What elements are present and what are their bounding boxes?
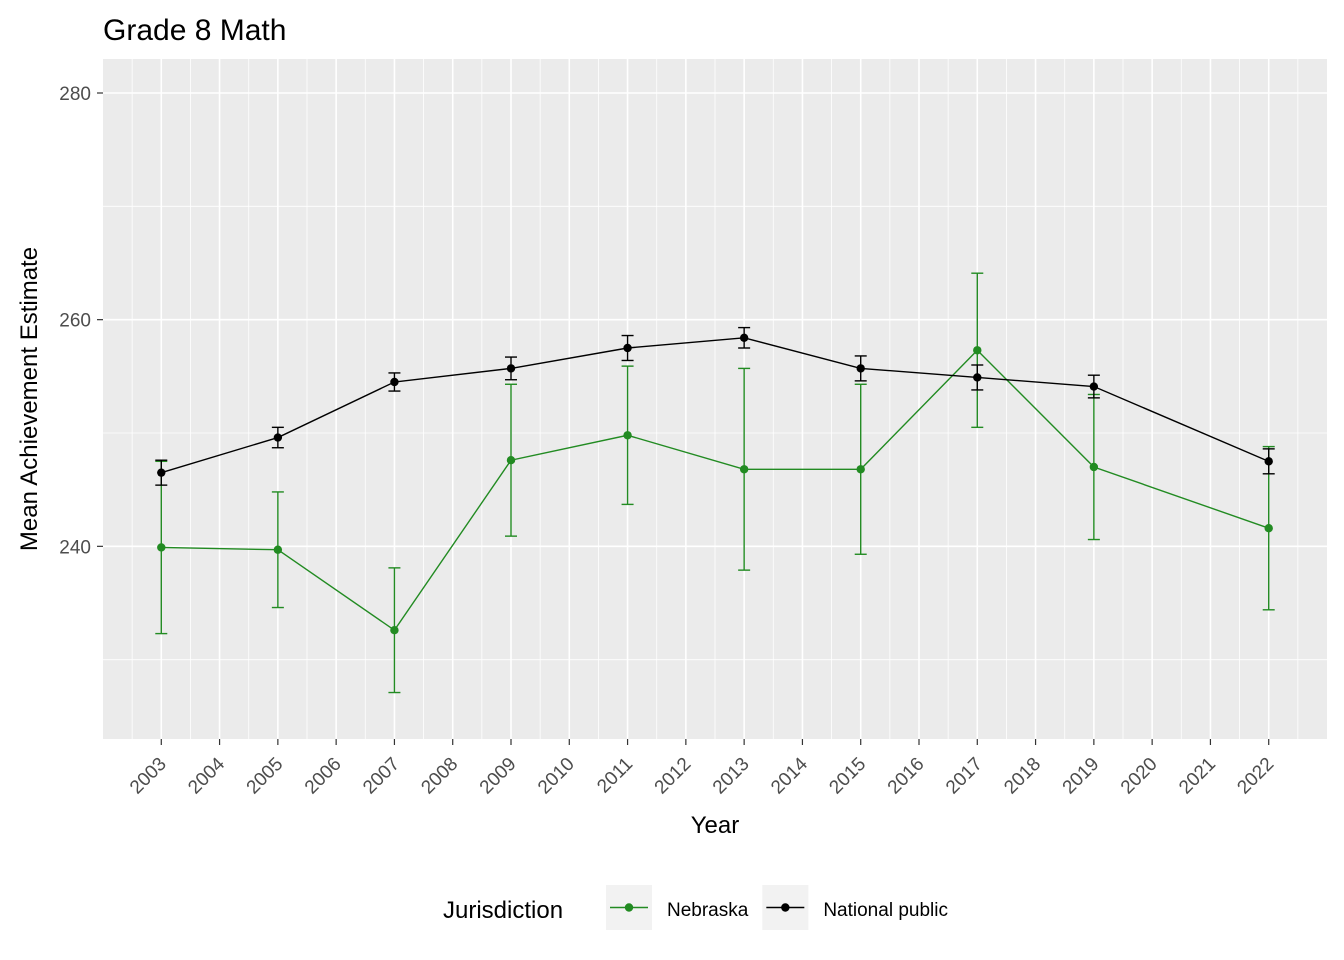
data-point <box>973 346 982 355</box>
x-tick-label: 2022 <box>1234 754 1279 799</box>
grid <box>103 59 1327 739</box>
x-tick-label: 2005 <box>243 754 288 799</box>
x-tick-label: 2003 <box>126 754 171 799</box>
y-tick-label: 280 <box>59 84 91 105</box>
series-line <box>161 337 1269 474</box>
x-tick-label: 2017 <box>942 754 987 799</box>
data-point <box>856 465 865 474</box>
x-tick-label: 2012 <box>651 754 696 799</box>
data-point <box>1089 462 1099 472</box>
x-tick-label: 2008 <box>418 754 463 799</box>
x-axis: 2003 2004 2005 2006 2007 2008 2009 2010 2011 2012… <box>126 739 1278 798</box>
chart-title: Grade 8 Math <box>103 14 286 47</box>
series-layer <box>155 272 1275 694</box>
x-tick-label: 2016 <box>884 754 929 799</box>
legend: Jurisdiction Nebraska National public <box>443 885 948 930</box>
legend-label: Nebraska <box>667 900 749 921</box>
y-tick-label: 240 <box>59 537 91 558</box>
legend-key-point <box>781 903 790 912</box>
legend-label: National public <box>823 900 948 921</box>
x-tick-label: 2004 <box>184 753 229 798</box>
data-point <box>739 333 749 342</box>
series-line <box>161 349 1269 632</box>
data-point <box>273 433 283 442</box>
data-point <box>506 364 516 373</box>
x-axis-title: Year <box>691 812 740 839</box>
data-point <box>1264 524 1273 533</box>
data-point <box>1264 457 1273 466</box>
x-tick-label: 2019 <box>1059 754 1104 799</box>
data-point <box>157 543 166 552</box>
series-nebraska <box>155 272 1275 694</box>
x-tick-label: 2015 <box>826 754 871 799</box>
legend-item-national-public: National public <box>762 885 948 930</box>
data-point <box>506 456 516 465</box>
legend-title: Jurisdiction <box>443 897 563 924</box>
data-point <box>739 465 749 474</box>
data-point <box>973 373 982 382</box>
legend-key-point <box>624 903 634 912</box>
y-tick-label: 260 <box>59 311 91 332</box>
y-axis: 240 260 280 <box>59 84 103 558</box>
data-point <box>1089 382 1099 391</box>
x-tick-label: 2006 <box>301 754 346 799</box>
data-point <box>856 364 865 373</box>
x-tick-label: 2013 <box>709 754 754 799</box>
x-tick-label: 2007 <box>359 754 404 799</box>
x-tick-label: 2018 <box>1000 754 1045 799</box>
data-point <box>273 545 283 554</box>
y-axis-title: Mean Achievement Estimate <box>16 247 43 551</box>
series-national-public <box>155 326 1275 486</box>
data-point <box>157 468 166 477</box>
x-tick-label: 2009 <box>476 754 521 799</box>
data-point <box>623 431 632 440</box>
data-point <box>623 343 632 353</box>
x-tick-label: 2014 <box>767 753 812 798</box>
legend-item-nebraska: Nebraska <box>606 885 749 930</box>
x-tick-label: 2020 <box>1117 754 1162 799</box>
data-point <box>390 377 399 387</box>
x-tick-label: 2021 <box>1175 754 1220 799</box>
x-tick-label: 2010 <box>534 754 579 799</box>
x-tick-label: 2011 <box>593 754 637 798</box>
data-point <box>390 626 399 635</box>
